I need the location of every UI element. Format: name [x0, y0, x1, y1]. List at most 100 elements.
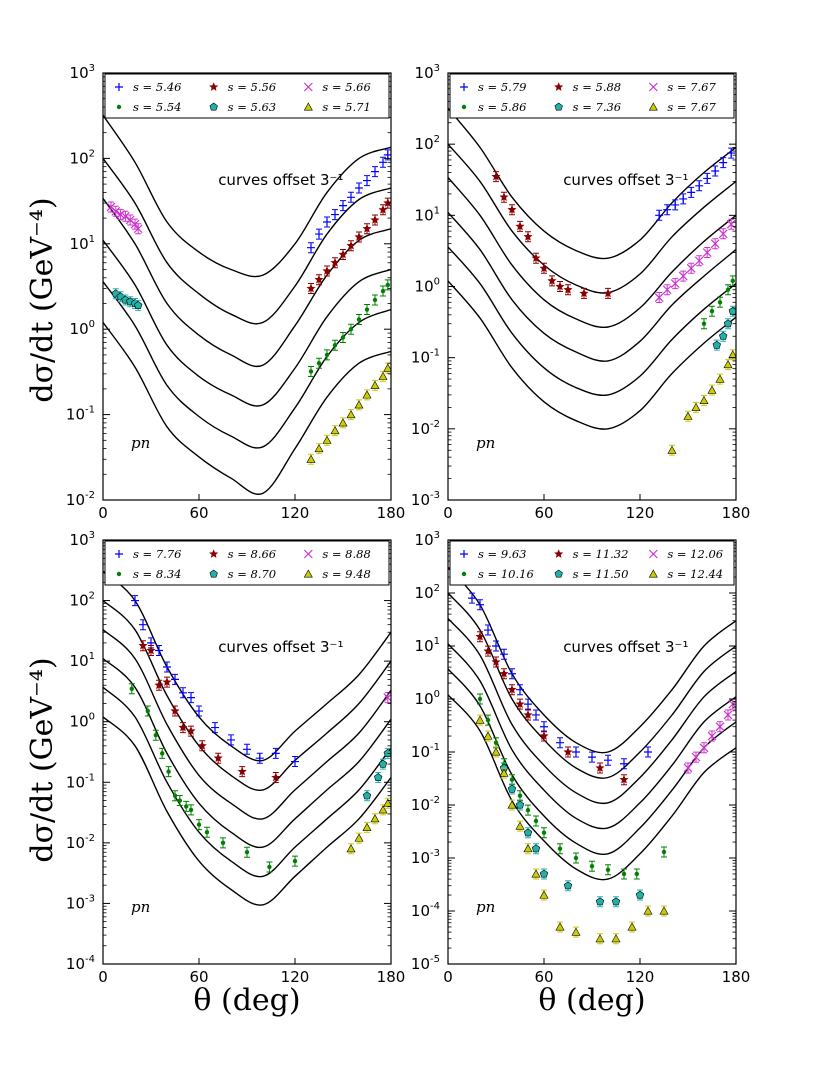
- legend-label: s = 8.66: [228, 547, 276, 561]
- y-tick-exp: 1: [89, 234, 95, 245]
- y-tick-label: 10-2: [411, 419, 440, 438]
- y-tick-label: 102: [70, 148, 95, 167]
- data-point: [184, 804, 189, 809]
- data-point: [468, 594, 476, 603]
- y-tick-base: 10: [66, 406, 85, 424]
- data-point: [589, 864, 595, 869]
- y-tick-base: 10: [70, 149, 89, 167]
- data-point: [595, 934, 605, 943]
- y-tick-base: 10: [70, 592, 89, 610]
- data-point: [507, 800, 517, 809]
- legend-marker: [116, 104, 122, 110]
- data-series: [491, 147, 736, 456]
- y-tick-label: 102: [415, 134, 440, 153]
- x-tick-label: 180: [722, 504, 751, 522]
- data-point: [322, 435, 332, 444]
- data-point: [322, 266, 332, 275]
- data-point: [557, 846, 563, 851]
- data-point: [695, 181, 704, 190]
- reaction-label: pn: [476, 898, 495, 916]
- data-point: [540, 722, 548, 731]
- data-point: [491, 747, 501, 756]
- data-point: [539, 263, 549, 273]
- theory-curve-6: [103, 716, 391, 906]
- data-point: [605, 867, 611, 872]
- data-point: [667, 445, 677, 454]
- data-point: [372, 297, 378, 303]
- data-point: [306, 283, 316, 293]
- data-point: [531, 844, 541, 853]
- series-4: [128, 683, 298, 873]
- data-point: [707, 385, 717, 394]
- data-point: [380, 288, 386, 294]
- y-tick-base: 10: [70, 235, 89, 253]
- legend-label: s = 5.66: [322, 80, 370, 94]
- series-1: [131, 595, 299, 767]
- y-tick-label: 100: [70, 319, 95, 338]
- data-point: [370, 380, 380, 389]
- data-point: [699, 743, 709, 753]
- data-point: [111, 206, 121, 216]
- annotation: curves offset 3⁻¹: [218, 171, 343, 189]
- data-point: [354, 232, 364, 241]
- x-tick-label: 0: [98, 968, 108, 986]
- legend: s = 9.63 s = 11.32 s = 12.06 s = 10.16 s = 1…: [449, 540, 735, 586]
- data-point: [491, 657, 501, 666]
- y-tick-base: 10: [415, 584, 434, 602]
- y-tick-exp: -1: [85, 772, 95, 783]
- y-axis-label: dσ/dt (GeV⁻⁴): [25, 657, 60, 862]
- legend-label: s = 9.48: [322, 567, 370, 581]
- annotation: curves offset 3⁻¹: [563, 171, 688, 189]
- y-tick-label: 10-1: [411, 348, 440, 367]
- y-tick-exp: 1: [89, 651, 95, 662]
- y-tick-exp: -1: [430, 348, 440, 359]
- data-point: [499, 192, 509, 202]
- legend-marker: [461, 571, 467, 577]
- data-point: [177, 798, 182, 803]
- data-point: [499, 668, 509, 678]
- data-point: [555, 281, 565, 291]
- data-point: [213, 753, 223, 763]
- x-tick-label: 180: [377, 504, 406, 522]
- data-point: [702, 248, 712, 257]
- data-point: [723, 710, 733, 720]
- y-tick-exp: -2: [430, 419, 440, 430]
- data-point: [678, 271, 688, 281]
- y-tick-label: 100: [415, 277, 440, 296]
- data-point: [603, 288, 613, 298]
- series-1: [468, 592, 652, 770]
- legend-label: s = 5.56: [228, 80, 276, 94]
- data-point: [178, 722, 188, 732]
- data-series: [106, 149, 391, 465]
- y-tick-exp: -3: [430, 848, 440, 859]
- data-point: [362, 390, 372, 399]
- legend-box: [104, 73, 390, 119]
- legend-label: s = 7.67: [667, 80, 716, 94]
- theory-curve-6: [448, 280, 736, 430]
- data-point: [338, 418, 348, 427]
- data-point: [477, 696, 483, 702]
- data-point: [515, 699, 525, 709]
- x-tick-label: 120: [281, 968, 310, 986]
- x-tick-label: 120: [626, 968, 655, 986]
- data-point: [634, 871, 639, 877]
- y-tick-base: 10: [415, 135, 434, 153]
- y-tick-label: 103: [415, 63, 440, 82]
- data-point: [145, 708, 150, 714]
- legend-marker: [303, 569, 313, 578]
- data-point: [711, 166, 720, 175]
- y-tick-base: 10: [70, 652, 89, 670]
- legend-label: s = 5.46: [133, 80, 181, 94]
- data-point: [483, 731, 493, 740]
- y-tick-exp: 3: [89, 530, 95, 541]
- data-point: [718, 229, 728, 239]
- data-point: [509, 777, 515, 782]
- data-point: [340, 335, 346, 340]
- y-tick-base: 10: [66, 955, 85, 973]
- y-tick-base: 10: [70, 320, 89, 338]
- data-point: [271, 749, 280, 758]
- data-point: [492, 642, 500, 650]
- data-point: [659, 906, 669, 915]
- y-tick-exp: 2: [434, 583, 440, 594]
